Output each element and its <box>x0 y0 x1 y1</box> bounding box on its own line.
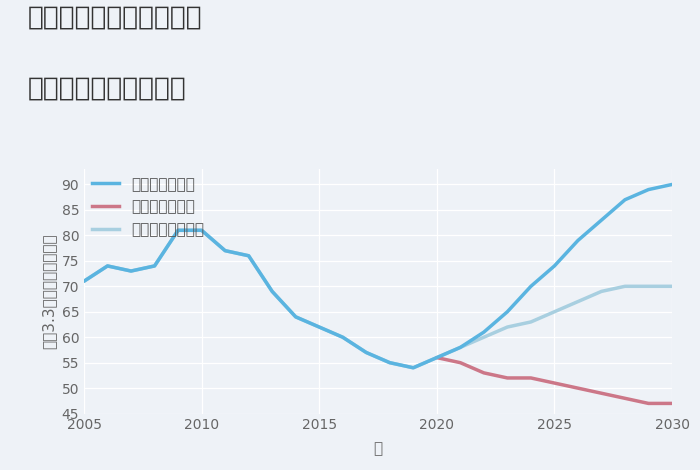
Text: 中古戸建ての価格推移: 中古戸建ての価格推移 <box>28 75 187 101</box>
Legend: グッドシナリオ, バッドシナリオ, ノーマルシナリオ: グッドシナリオ, バッドシナリオ, ノーマルシナリオ <box>92 177 204 237</box>
Text: 三重県松阪市西肥留町の: 三重県松阪市西肥留町の <box>28 5 202 31</box>
Y-axis label: 坪（3.3㎡）単価（万円）: 坪（3.3㎡）単価（万円） <box>41 234 56 349</box>
X-axis label: 年: 年 <box>373 441 383 456</box>
